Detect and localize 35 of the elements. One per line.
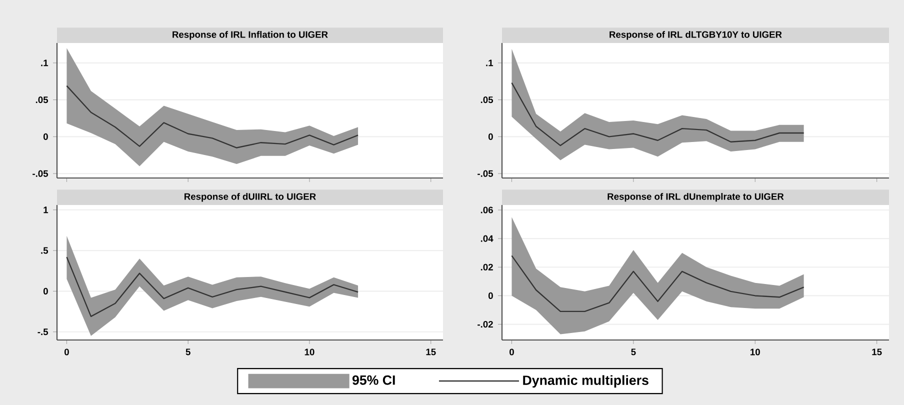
- line-series: [66, 85, 359, 148]
- y-tick-label: 1: [44, 206, 48, 214]
- text: Dynamic multipliers: [523, 375, 648, 388]
- y-tick-label: .1: [486, 60, 494, 66]
- y-tick-label: 0: [488, 292, 493, 300]
- line-series: [511, 255, 804, 312]
- y-tick-label: .5: [41, 247, 48, 254]
- y-tick-label: .1: [41, 60, 48, 66]
- y-tick-label: 0: [488, 133, 493, 140]
- line-series: [66, 256, 359, 318]
- y-tick-label: -.05: [32, 170, 48, 177]
- y-tick-label: -.05: [478, 170, 494, 177]
- chart-title: Response of IRL dLTGBY10Y to UIGER: [610, 30, 782, 40]
- x-tick-label: 15: [872, 348, 882, 356]
- y-tick-label: .05: [480, 96, 494, 104]
- chart-title: Response of IRL dUnemplrate to UIGER: [608, 192, 784, 202]
- y-tick-label: .05: [36, 96, 48, 104]
- text: 95% CI: [352, 375, 395, 385]
- y-tick-label: -.5: [38, 328, 48, 336]
- x-tick-label: 10: [750, 348, 760, 356]
- x-tick-label: 15: [426, 348, 436, 356]
- line-series: [511, 82, 804, 146]
- x-tick-label: 0: [510, 348, 514, 356]
- x-tick-label: 5: [186, 348, 190, 356]
- chart-title: Response of dUIIRL to UIGER: [184, 192, 316, 202]
- y-tick-label: .06: [480, 206, 493, 214]
- chart-title: Response of IRL Inflation to UIGER: [172, 31, 328, 40]
- x-tick-label: 10: [304, 348, 314, 356]
- y-tick-label: .02: [480, 264, 493, 270]
- y-tick-label: -.02: [478, 320, 493, 328]
- y-tick-label: .04: [480, 235, 494, 242]
- x-tick-label: 0: [64, 348, 69, 356]
- y-tick-label: 0: [43, 288, 48, 295]
- y-tick-label: 0: [43, 133, 48, 140]
- x-tick-label: 5: [631, 348, 636, 356]
